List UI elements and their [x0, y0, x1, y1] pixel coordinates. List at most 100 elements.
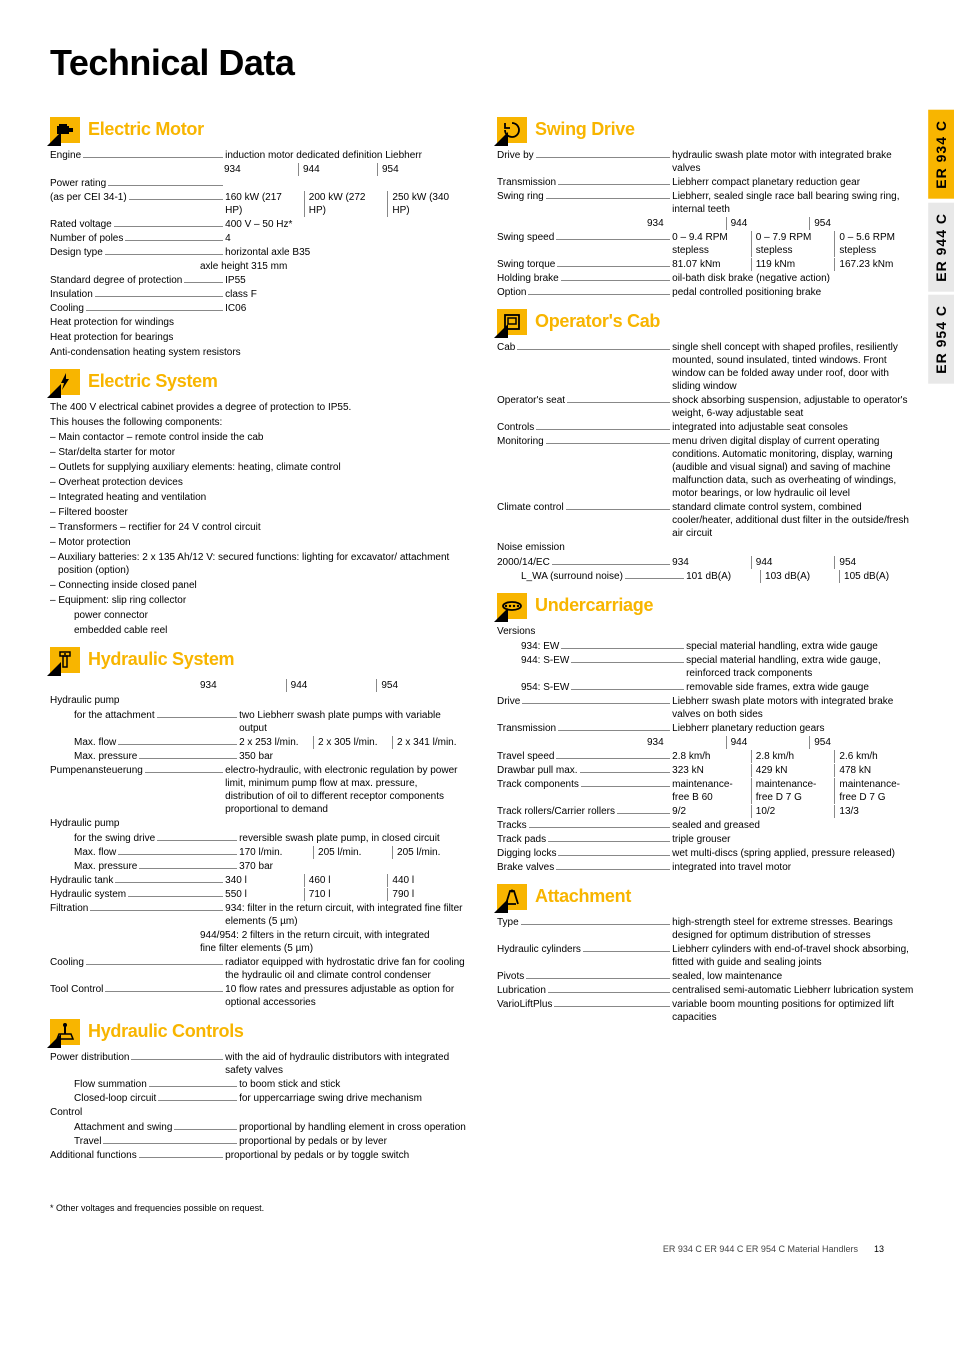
spec-value: with the aid of hydraulic distributors w… — [225, 1051, 467, 1077]
spec-label: Transmission — [497, 176, 556, 189]
spec-row: TransmissionLiebherr planetary reduction… — [497, 722, 914, 735]
spec-label: Drawbar pull max. — [497, 764, 578, 777]
spec-col-value: 0 – 7.9 RPM stepless — [751, 231, 831, 257]
spec-row: Climate controlstandard climate control … — [497, 501, 914, 540]
spec-value: 400 V – 50 Hz* — [225, 218, 467, 231]
spec-plain: Anti-condensation heating system resisto… — [50, 346, 467, 359]
bullet-line: – Integrated heating and ventilation — [50, 491, 467, 504]
spec-row: for the swing drivereversible swash plat… — [50, 832, 467, 845]
spec-value: 934: filter in the return circuit, with … — [225, 902, 467, 928]
spec-label: Transmission — [497, 722, 556, 735]
spec-col-value: 2.6 km/h — [834, 750, 914, 763]
spec-value: high-strength steel for extreme stresses… — [672, 916, 914, 942]
section-title: Electric Motor — [88, 118, 204, 141]
spec-plain: Hydraulic pump — [50, 694, 467, 707]
left-column: Electric Motor Engineinduction motor ded… — [50, 107, 467, 1163]
spec-col-value: 710 l — [304, 888, 384, 901]
spec-col-value: 0 – 5.6 RPM stepless — [834, 231, 914, 257]
side-tab[interactable]: ER 954 C — [928, 295, 954, 384]
spec-row: Monitoring menu driven digital display of… — [497, 435, 914, 500]
section-title: Undercarriage — [535, 594, 653, 617]
spec-label: Power rating — [50, 177, 106, 190]
spec-row: 934944954 — [50, 163, 467, 176]
section-title: Electric System — [88, 370, 218, 393]
spec-col-value: 478 kN — [834, 764, 914, 777]
spec-label: Monitoring — [497, 435, 544, 448]
attachment-icon — [497, 884, 527, 910]
spec-col-value: 944 — [726, 217, 806, 230]
track-icon — [497, 593, 527, 619]
spec-label: Swing torque — [497, 258, 555, 271]
spec-row: Power rating — [50, 177, 467, 190]
spec-row: 2000/14/EC934944954 — [497, 556, 914, 569]
spec-label: 944: S-EW — [521, 654, 569, 667]
spec-row: Pivotssealed, low maintenance — [497, 970, 914, 983]
spec-value: menu driven digital display of current o… — [672, 435, 914, 500]
spec-label: Travel speed — [497, 750, 554, 763]
spec-value: Liebherr swash plate motors with integra… — [672, 695, 914, 721]
spec-label: Cab — [497, 341, 515, 354]
spec-value: for uppercarriage swing drive mechanism — [239, 1092, 467, 1105]
spec-col-value: 934 — [647, 736, 722, 749]
spec-label: Number of poles — [50, 232, 123, 245]
spec-label: Track components — [497, 778, 579, 791]
spec-label: Lubrication — [497, 984, 546, 997]
spec-row: Closed-loop circuitfor uppercarriage swi… — [50, 1092, 467, 1105]
spec-value: proportional by pedals or by lever — [239, 1135, 467, 1148]
footer-page-number: 13 — [874, 1244, 884, 1256]
spec-label: Pumpenansteuerung — [50, 764, 143, 777]
spec-col-value: 9/2 — [672, 805, 747, 818]
spec-row: L_WA (surround noise)101 dB(A)103 dB(A)1… — [497, 570, 914, 583]
spec-col-value: 167.23 kNm — [834, 258, 914, 271]
spec-row: Optionpedal controlled positioning brake — [497, 286, 914, 299]
side-tab[interactable]: ER 934 C — [928, 110, 954, 199]
spec-col-value: maintenance-free D 7 G — [751, 778, 831, 804]
side-tab[interactable]: ER 944 C — [928, 203, 954, 292]
spec-row: Trackssealed and greased — [497, 819, 914, 832]
section-operators-cab: Operator's Cab — [497, 309, 914, 335]
spec-col-value: 250 kW (340 HP) — [387, 191, 467, 217]
bullet-line: – Star/delta starter for motor — [50, 446, 467, 459]
spec-col-value: 10/2 — [751, 805, 831, 818]
spec-value: hydraulic swash plate motor with integra… — [672, 149, 914, 175]
spec-value: removable side frames, extra wide gauge — [686, 681, 914, 694]
spec-row: Operator's seatshock absorbing suspensio… — [497, 394, 914, 420]
spec-label: Holding brake — [497, 272, 559, 285]
spec-row: Additional functionsproportional by peda… — [50, 1149, 467, 1162]
spec-col-value: 170 l/min. — [239, 846, 309, 859]
section-hydraulic-controls: Hydraulic Controls — [50, 1019, 467, 1045]
spec-label: Attachment and swing — [74, 1121, 172, 1134]
spec-col-value: 205 l/min. — [313, 846, 388, 859]
spec-row: Hydraulic tank340 l460 l440 l — [50, 874, 467, 887]
spec-row: Number of poles4 — [50, 232, 467, 245]
spec-row: Swing ringLiebherr, sealed single race b… — [497, 190, 914, 216]
spec-col-value: 934 — [672, 556, 747, 569]
spec-row: 944/954: 2 filters in the return circuit… — [50, 929, 467, 955]
spec-value: integrated into adjustable seat consoles — [672, 421, 914, 434]
spec-label: Insulation — [50, 288, 93, 301]
footnote: * Other voltages and frequencies possibl… — [50, 1203, 914, 1215]
spec-label: 954: S-EW — [521, 681, 569, 694]
spec-value: integrated into travel motor — [672, 861, 914, 874]
spec-col-value: 205 l/min. — [392, 846, 467, 859]
intro-line: The 400 V electrical cabinet provides a … — [50, 401, 467, 414]
spec-value: 350 bar — [239, 750, 467, 763]
spec-col-value: 2 x 253 l/min. — [239, 736, 309, 749]
spec-col-value: 105 dB(A) — [839, 570, 914, 583]
sub-bullet-line: embedded cable reel — [50, 624, 467, 637]
bullet-line: – Motor protection — [50, 536, 467, 549]
spec-label: for the attachment — [74, 709, 155, 722]
bullet-line: – Outlets for supplying auxiliary elemen… — [50, 461, 467, 474]
spec-value: 10 flow rates and pressures adjustable a… — [225, 983, 467, 1009]
section-title: Attachment — [535, 885, 631, 908]
bolt-icon — [50, 369, 80, 395]
spec-label: Drive — [497, 695, 520, 708]
spec-value: 944/954: 2 filters in the return circuit… — [200, 929, 442, 955]
spec-label: Tool Control — [50, 983, 103, 996]
spec-label: 2000/14/EC — [497, 556, 550, 569]
spec-value: 370 bar — [239, 860, 467, 873]
spec-col-value: 934 — [224, 163, 294, 176]
spec-row: Filtration934: filter in the return circ… — [50, 902, 467, 928]
right-column: Swing Drive Drive byhydraulic swash plat… — [497, 107, 914, 1163]
motor-icon — [50, 117, 80, 143]
